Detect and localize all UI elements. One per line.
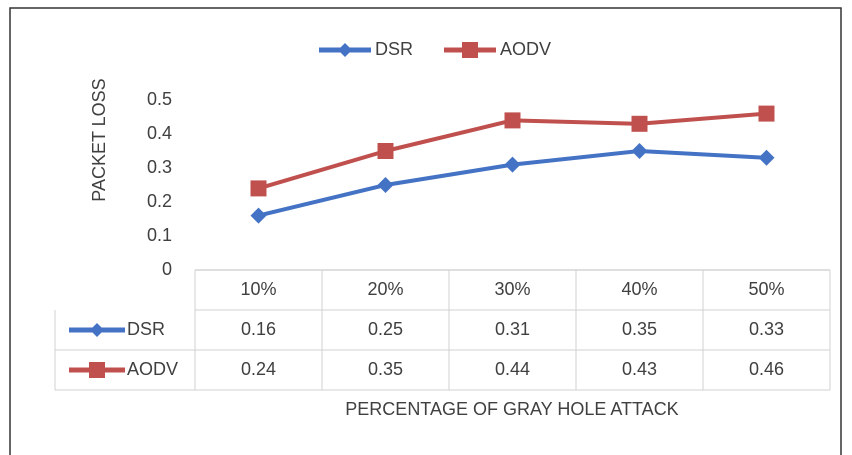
x-axis-title: PERCENTAGE OF GRAY HOLE ATTACK <box>345 399 678 419</box>
y-axis-title: PACKET LOSS <box>89 78 109 201</box>
point-marker <box>377 143 394 159</box>
point-marker <box>377 177 394 193</box>
table-cell: 0.31 <box>495 319 530 339</box>
x-tick-label: 40% <box>621 279 657 299</box>
point-marker <box>631 115 648 132</box>
table-cell: 0.25 <box>368 319 403 339</box>
point-marker <box>758 105 775 122</box>
y-tick-label: 0 <box>162 259 172 279</box>
x-tick-label: 20% <box>367 279 403 299</box>
x-tick-label: 30% <box>494 279 530 299</box>
table-cell: 0.16 <box>241 319 276 339</box>
point-marker <box>250 180 267 197</box>
legend-label: AODV <box>500 39 551 59</box>
table-cell: 0.46 <box>749 359 784 379</box>
y-tick-label: 0.4 <box>147 123 172 143</box>
point-marker <box>631 143 648 159</box>
y-tick-label: 0.1 <box>147 225 172 245</box>
table-key-marker <box>89 362 105 378</box>
table-key-marker <box>90 323 104 337</box>
y-tick-label: 0.3 <box>147 157 172 177</box>
chart-border <box>9 7 842 455</box>
table-row-label: DSR <box>127 319 165 339</box>
table-cell: 0.24 <box>241 359 276 379</box>
legend-label: DSR <box>375 39 413 59</box>
table-cell: 0.35 <box>622 319 657 339</box>
table-cell: 0.43 <box>622 359 657 379</box>
legend-key-marker <box>462 42 478 58</box>
table-cell: 0.33 <box>749 319 784 339</box>
x-tick-label: 50% <box>748 279 784 299</box>
point-marker <box>504 112 521 129</box>
table-cell: 0.35 <box>368 359 403 379</box>
point-marker <box>504 156 521 173</box>
table-row-label: AODV <box>127 359 178 379</box>
x-tick-label: 10% <box>240 279 276 299</box>
y-tick-label: 0.5 <box>147 89 172 109</box>
legend-key-marker <box>338 43 352 57</box>
table-cell: 0.44 <box>495 359 530 379</box>
point-marker <box>250 207 267 224</box>
y-tick-label: 0.2 <box>147 191 172 211</box>
point-marker <box>758 149 775 166</box>
